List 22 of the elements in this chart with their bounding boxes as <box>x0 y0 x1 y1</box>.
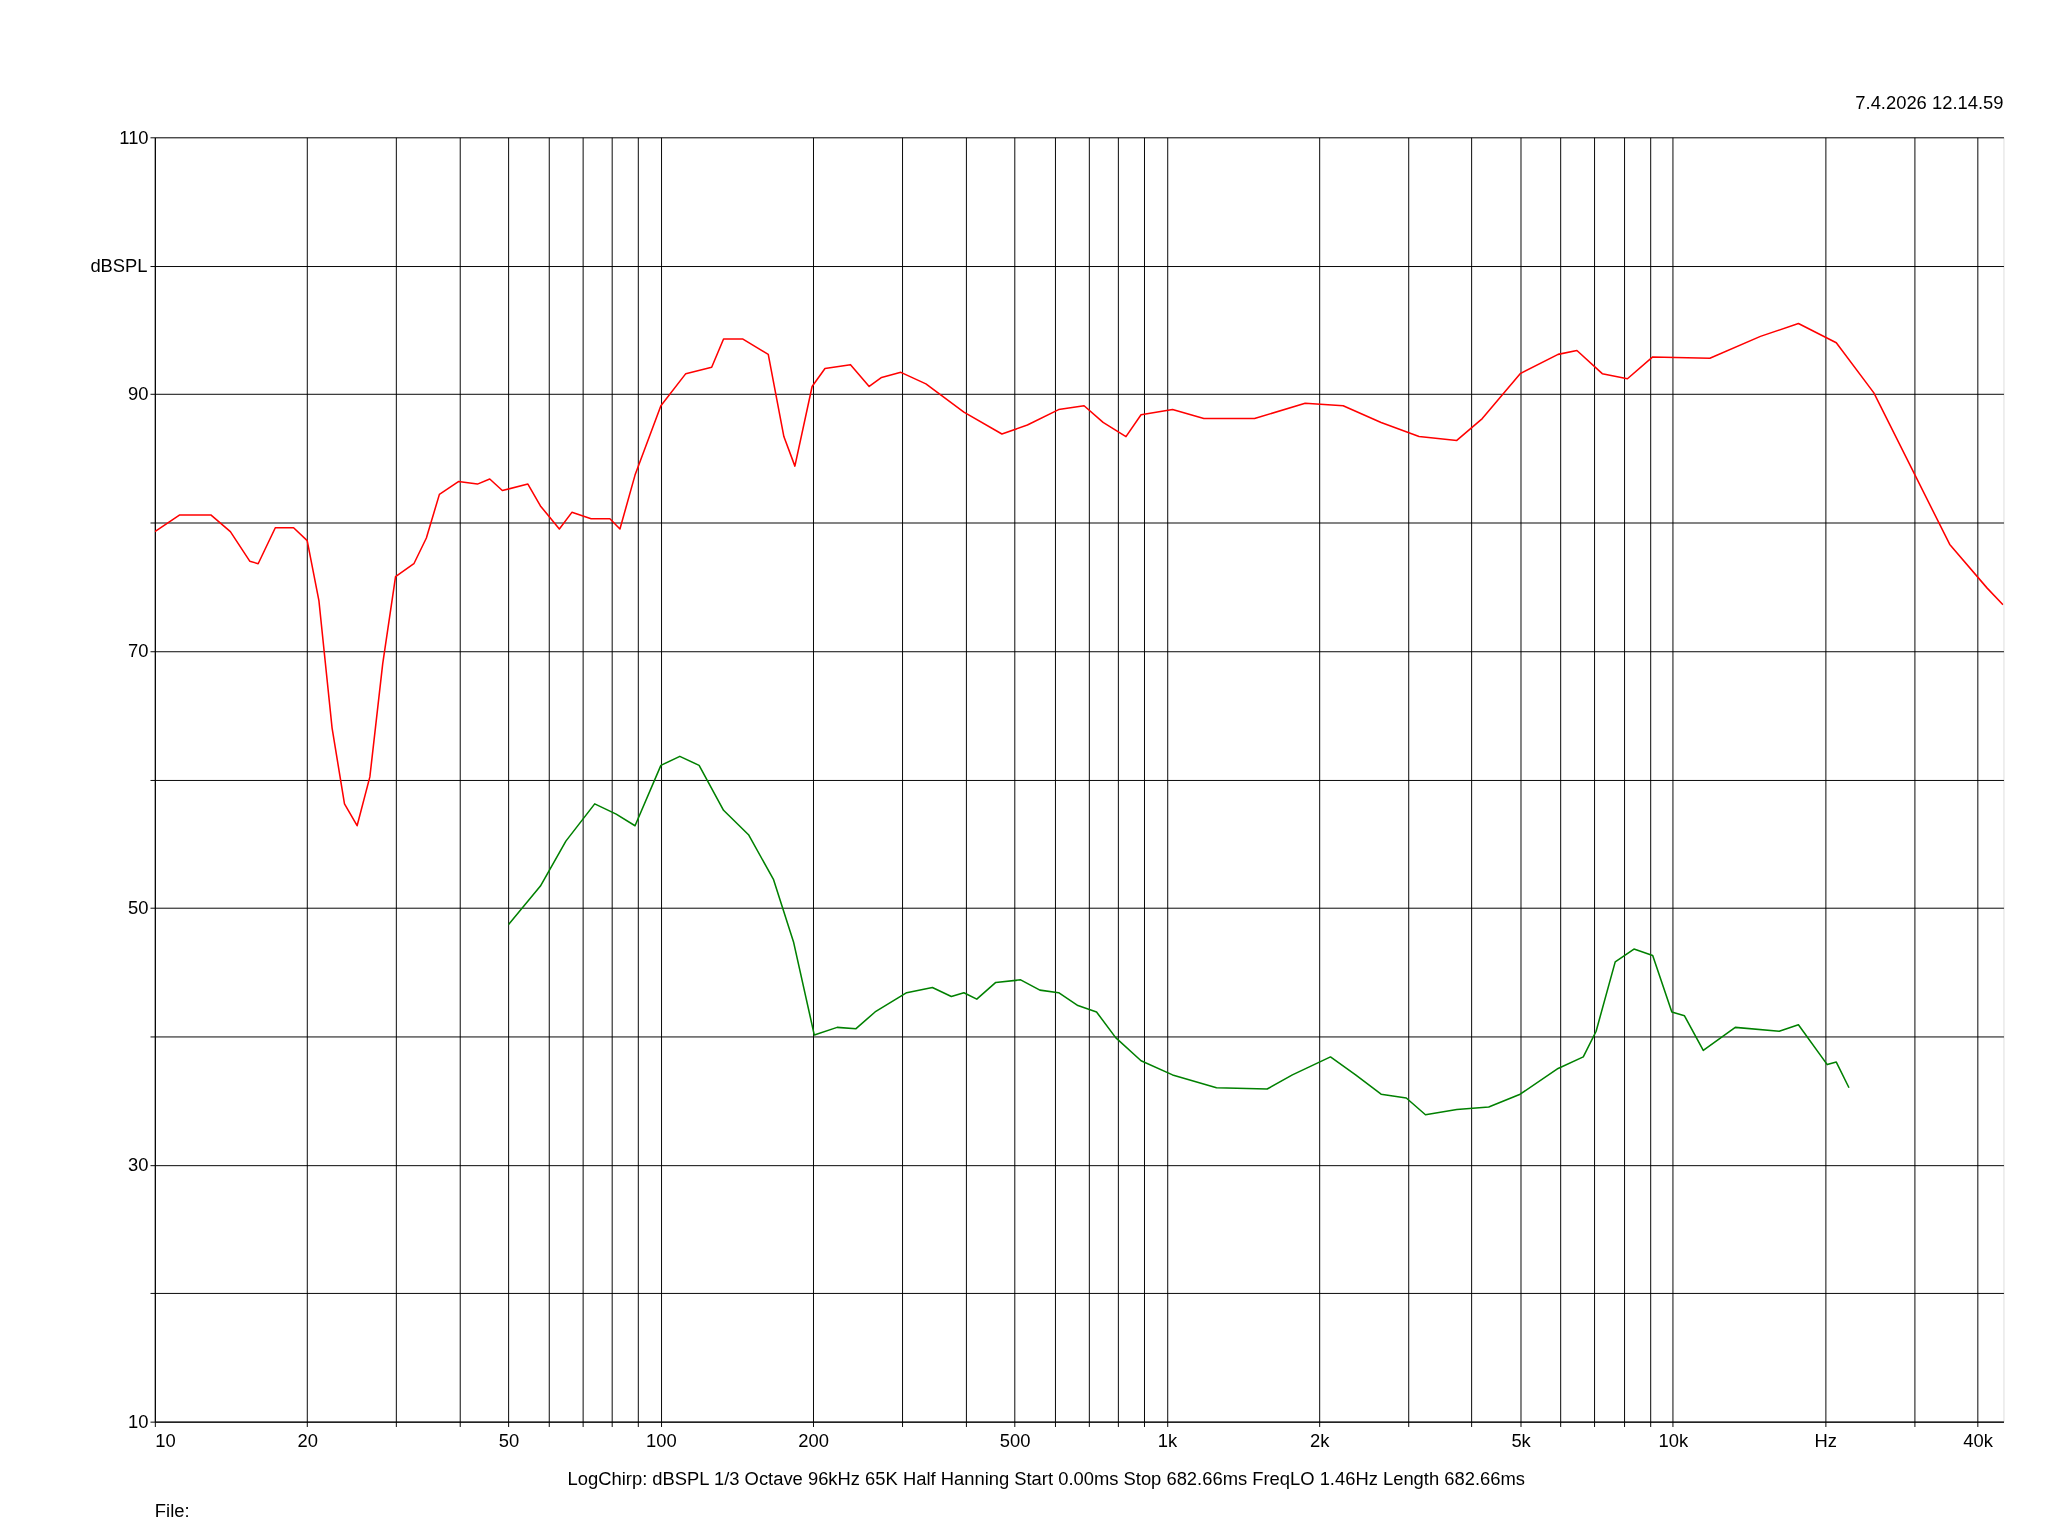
x-tick-label: Hz <box>1814 1430 1837 1452</box>
y-tick-label: 90 <box>128 383 149 405</box>
x-tick-label: 100 <box>646 1430 677 1452</box>
x-tick-label: 50 <box>498 1430 520 1452</box>
x-tick-label: 10k <box>1658 1430 1690 1452</box>
y-axis-title: dBSPL <box>90 255 148 277</box>
y-tick-label: 70 <box>128 640 149 662</box>
text: 7.4.2026 12.14.59 <box>1855 92 2004 114</box>
x-tick-label: 10 <box>155 1430 176 1452</box>
y-tick-label: 50 <box>128 897 149 919</box>
x-tick-label: 1k <box>1157 1430 1178 1452</box>
x-tick-label: 20 <box>297 1430 318 1452</box>
text: File: <box>154 1500 190 1522</box>
x-tick-label: 200 <box>798 1430 830 1452</box>
x-tick-label: 40k <box>1963 1430 1994 1452</box>
x-tick-label: 2k <box>1310 1430 1331 1452</box>
x-tick-label: 5k <box>1511 1430 1532 1452</box>
y-tick-label: 10 <box>128 1410 149 1432</box>
text: LogChirp: dBSPL 1/3 Octave 96kHz 65K Half Hanning Start 0.00ms Stop 682.66ms FreqLO 1.46Hz Length 682.66ms <box>567 1467 1525 1489</box>
y-tick-label: 30 <box>128 1154 149 1176</box>
y-tick-label: 110 <box>119 126 149 148</box>
x-tick-label: 500 <box>999 1430 1031 1452</box>
